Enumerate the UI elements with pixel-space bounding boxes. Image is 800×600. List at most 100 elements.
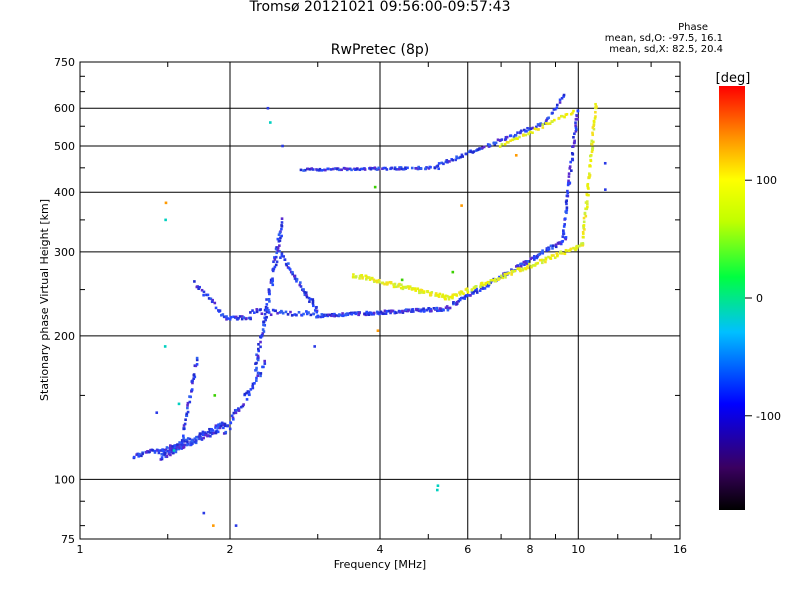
data-point bbox=[155, 411, 159, 414]
data-point bbox=[218, 309, 222, 312]
data-point bbox=[563, 252, 567, 256]
data-point bbox=[239, 405, 243, 409]
data-point bbox=[592, 119, 596, 123]
data-point bbox=[311, 301, 315, 305]
data-point bbox=[151, 449, 155, 452]
data-point bbox=[430, 291, 434, 294]
data-point bbox=[545, 118, 548, 122]
data-point bbox=[183, 422, 187, 426]
data-point bbox=[401, 311, 405, 314]
data-point bbox=[281, 311, 285, 315]
data-point bbox=[461, 155, 465, 158]
data-point bbox=[530, 264, 534, 268]
data-point bbox=[511, 270, 515, 273]
data-point bbox=[404, 166, 407, 170]
data-point bbox=[424, 167, 427, 171]
data-point bbox=[354, 312, 358, 316]
data-point bbox=[338, 168, 341, 172]
data-point bbox=[521, 134, 525, 137]
data-point bbox=[217, 425, 220, 429]
data-point bbox=[381, 281, 384, 285]
data-point bbox=[533, 264, 537, 267]
data-point bbox=[395, 168, 398, 171]
data-point bbox=[290, 314, 294, 317]
data-point bbox=[208, 427, 211, 431]
data-point bbox=[211, 298, 214, 302]
data-point bbox=[392, 285, 396, 289]
data-point bbox=[383, 312, 386, 315]
data-point bbox=[559, 250, 563, 254]
data-point bbox=[271, 283, 275, 287]
data-point bbox=[274, 255, 278, 259]
data-point bbox=[514, 137, 518, 140]
data-point bbox=[554, 107, 557, 111]
data-point bbox=[404, 286, 408, 289]
data-point bbox=[527, 262, 531, 266]
data-points bbox=[132, 93, 607, 527]
data-point bbox=[262, 323, 266, 326]
data-point bbox=[420, 308, 423, 312]
data-point bbox=[214, 426, 217, 429]
data-point bbox=[591, 131, 594, 135]
data-point bbox=[464, 288, 468, 291]
data-point bbox=[229, 421, 233, 425]
data-point bbox=[235, 408, 239, 412]
data-point bbox=[293, 274, 296, 278]
data-point bbox=[148, 450, 151, 454]
data-point bbox=[406, 166, 409, 170]
data-point bbox=[476, 148, 480, 151]
data-point bbox=[521, 267, 524, 271]
data-point bbox=[360, 273, 364, 277]
data-point bbox=[163, 345, 167, 348]
data-point bbox=[526, 265, 529, 268]
data-point bbox=[540, 250, 544, 254]
data-point bbox=[260, 312, 264, 316]
data-point bbox=[385, 281, 389, 284]
data-point bbox=[575, 246, 579, 250]
data-point bbox=[217, 423, 220, 426]
data-point bbox=[340, 168, 343, 172]
data-point bbox=[604, 188, 607, 191]
data-point bbox=[483, 287, 487, 290]
data-point bbox=[172, 449, 176, 452]
data-point bbox=[237, 409, 241, 412]
data-point bbox=[186, 410, 190, 414]
data-point bbox=[220, 421, 224, 425]
data-point bbox=[399, 286, 403, 290]
data-point bbox=[186, 437, 190, 440]
data-point bbox=[218, 426, 222, 430]
data-point bbox=[503, 272, 506, 276]
data-point bbox=[541, 126, 545, 129]
data-point bbox=[358, 168, 361, 172]
data-point bbox=[351, 275, 355, 279]
y-tick-label: 500 bbox=[54, 140, 75, 153]
data-point bbox=[442, 162, 445, 166]
data-point bbox=[319, 315, 322, 319]
data-point bbox=[280, 254, 284, 258]
data-point bbox=[423, 309, 426, 313]
data-point bbox=[566, 191, 570, 195]
data-point bbox=[269, 121, 272, 124]
data-point bbox=[582, 226, 585, 230]
data-point bbox=[293, 313, 297, 316]
data-point bbox=[274, 309, 277, 313]
data-point bbox=[445, 159, 449, 163]
data-point bbox=[280, 221, 284, 224]
data-point bbox=[535, 127, 538, 131]
data-point bbox=[415, 167, 418, 170]
data-point bbox=[547, 255, 550, 259]
data-point bbox=[291, 271, 294, 274]
data-point bbox=[361, 167, 364, 171]
data-point bbox=[558, 98, 562, 102]
data-point bbox=[493, 277, 497, 281]
data-point bbox=[265, 306, 269, 310]
data-point bbox=[180, 447, 183, 450]
data-point bbox=[255, 366, 258, 370]
data-point bbox=[542, 258, 546, 262]
data-point bbox=[574, 124, 577, 127]
data-point bbox=[410, 166, 414, 170]
data-point bbox=[286, 313, 290, 316]
data-point bbox=[551, 244, 555, 247]
data-point bbox=[267, 308, 270, 312]
